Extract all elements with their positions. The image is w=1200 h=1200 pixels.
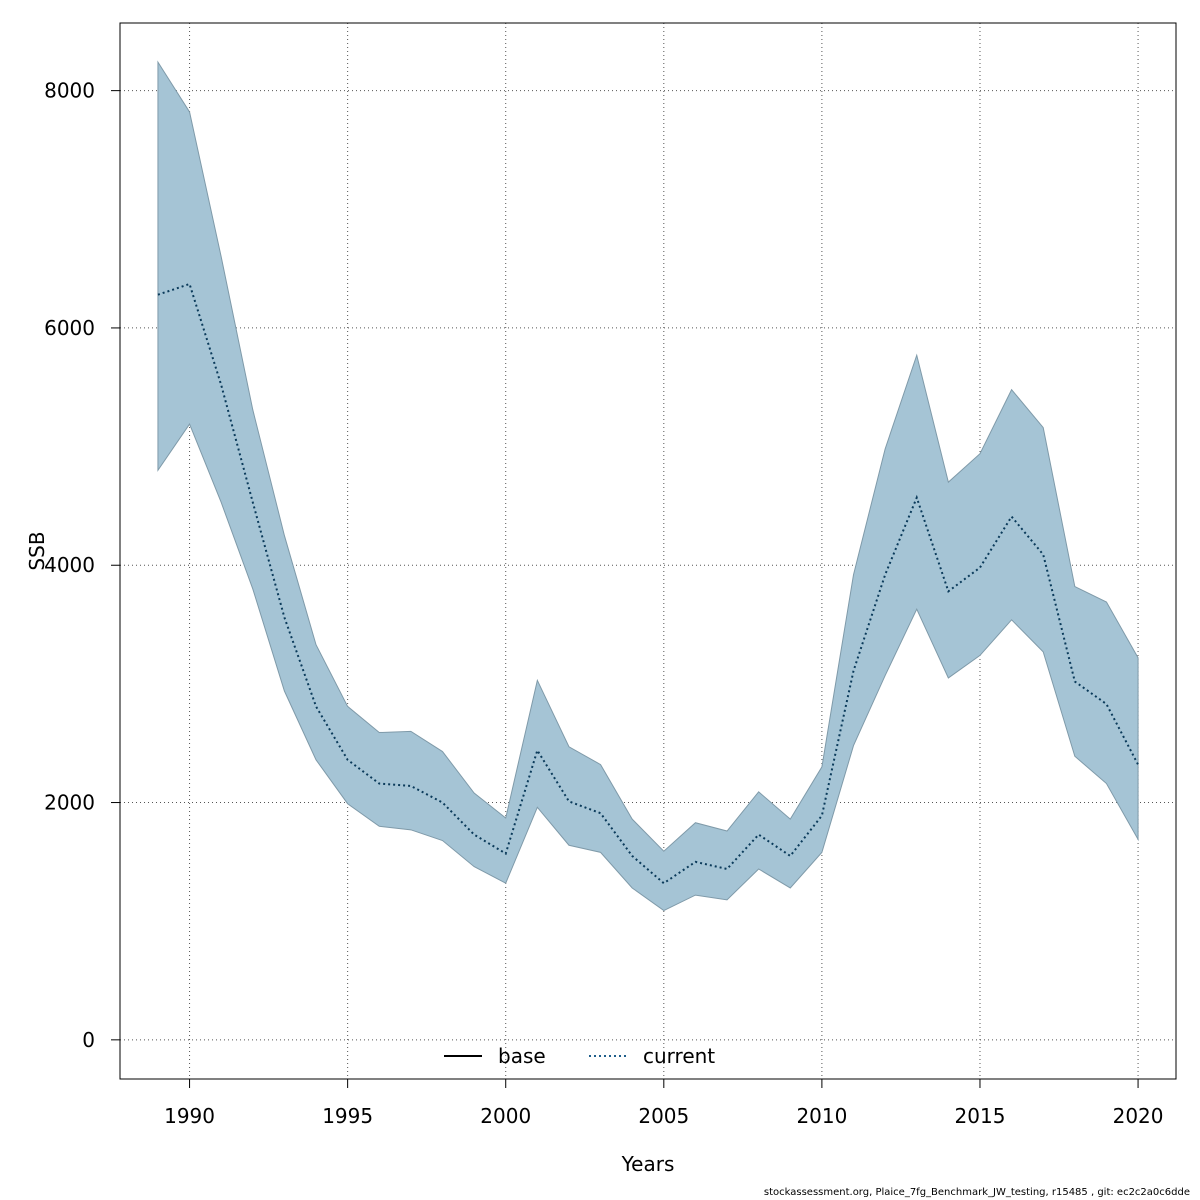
confidence-band — [157, 60, 1139, 912]
x-tick-label: 2005 — [638, 1104, 689, 1128]
legend-base-label: base — [498, 1044, 546, 1068]
y-axis-title: SSB — [25, 531, 49, 570]
y-tick-label: 4000 — [44, 553, 95, 577]
confidence-band-layer — [157, 60, 1139, 912]
series-line-current — [157, 282, 1139, 885]
legend: base current — [444, 1044, 715, 1068]
x-axis: 1990 1995 2000 2005 2010 2015 2020 — [164, 1078, 1164, 1128]
x-axis-title: Years — [621, 1152, 675, 1176]
footer-note: stockassessment.org, Plaice_7fg_Benchmar… — [763, 1187, 1190, 1198]
x-tick-label: 2015 — [955, 1104, 1006, 1128]
y-axis: 0 2000 4000 6000 8000 — [44, 79, 121, 1052]
y-tick-label: 0 — [82, 1028, 95, 1052]
x-tick-label: 1990 — [164, 1104, 215, 1128]
x-tick-label: 2010 — [796, 1104, 847, 1128]
y-tick-label: 2000 — [44, 791, 95, 815]
x-tick-label: 1995 — [322, 1104, 373, 1128]
y-tick-label: 6000 — [44, 316, 95, 340]
series-lines — [157, 282, 1139, 885]
legend-current-label: current — [643, 1044, 715, 1068]
x-tick-label: 2020 — [1113, 1104, 1164, 1128]
y-tick-label: 8000 — [44, 79, 95, 103]
x-tick-label: 2000 — [480, 1104, 531, 1128]
